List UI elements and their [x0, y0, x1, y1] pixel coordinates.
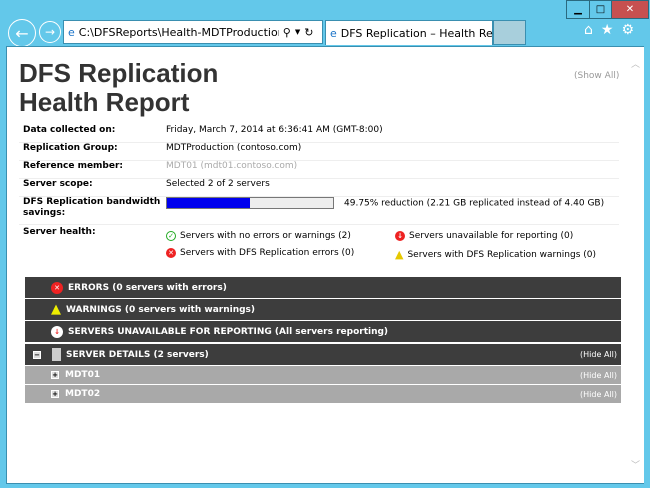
scroll-down-icon[interactable]: ﹀	[631, 461, 641, 471]
progress-fill	[167, 198, 250, 208]
section-unavailable[interactable]: ↓ SERVERS UNAVAILABLE FOR REPORTING (All …	[25, 321, 621, 342]
favorites-star-icon[interactable]: ★	[600, 22, 614, 38]
server-row-mdt01[interactable]: + MDT01 (Hide All)	[25, 366, 621, 384]
scroll-up-icon[interactable]: ︿	[631, 60, 641, 70]
refresh-icon[interactable]: ↻	[304, 25, 314, 39]
back-button[interactable]: ←	[8, 19, 36, 47]
expand-icon[interactable]: +	[51, 371, 59, 379]
collapse-icon[interactable]: −	[33, 350, 41, 359]
ie-tab-icon: e	[330, 26, 337, 40]
error-icon: ✕	[166, 248, 176, 258]
tab-dfs-report[interactable]: e DFS Replication – Health Re... ✕	[325, 20, 516, 45]
error-icon: ✕	[51, 281, 63, 294]
server-row-mdt02[interactable]: + MDT02 (Hide All)	[25, 385, 621, 403]
minimize-button[interactable]: ▁	[566, 0, 590, 19]
search-icon[interactable]: ⚲	[282, 25, 291, 39]
warning-icon: ▲	[51, 302, 61, 317]
unavailable-icon: ↓	[395, 231, 405, 241]
page-title: DFS Replication Health Report	[19, 58, 219, 117]
report-page: DFS Replication Health Report (Show All) …	[6, 46, 644, 484]
close-button[interactable]: ✕	[611, 0, 649, 19]
section-server-details[interactable]: − SERVER DETAILS (2 servers) (Hide All)	[25, 344, 621, 365]
expand-icon[interactable]: +	[51, 390, 59, 398]
maximize-button[interactable]: □	[589, 0, 612, 19]
vertical-scrollbar[interactable]: ︿ ﹀	[627, 47, 644, 483]
server-icon	[52, 348, 61, 361]
bandwidth-progress-bar	[166, 197, 334, 209]
hide-all-link[interactable]: (Hide All)	[580, 370, 617, 380]
address-bar[interactable]: e C:\DFSReports\Health-MDTProduction-07M…	[63, 20, 323, 44]
dropdown-icon[interactable]: ▼	[294, 28, 301, 36]
hide-all-link[interactable]: (Hide All)	[580, 350, 617, 359]
show-all-link[interactable]: (Show All)	[574, 71, 620, 81]
warning-icon: ▲	[395, 248, 404, 261]
unavailable-icon: ↓	[51, 325, 63, 338]
check-icon: ✓	[166, 231, 176, 241]
forward-button[interactable]: →	[39, 21, 61, 43]
ie-page-icon: e	[68, 25, 75, 39]
section-warnings[interactable]: ▲ WARNINGS (0 servers with warnings)	[25, 299, 621, 320]
gear-icon[interactable]: ⚙	[621, 22, 635, 38]
hide-all-link[interactable]: (Hide All)	[580, 389, 617, 399]
section-errors[interactable]: ✕ ERRORS (0 servers with errors)	[25, 277, 621, 298]
home-icon[interactable]: ⌂	[584, 22, 593, 38]
new-tab-button[interactable]	[493, 20, 526, 45]
